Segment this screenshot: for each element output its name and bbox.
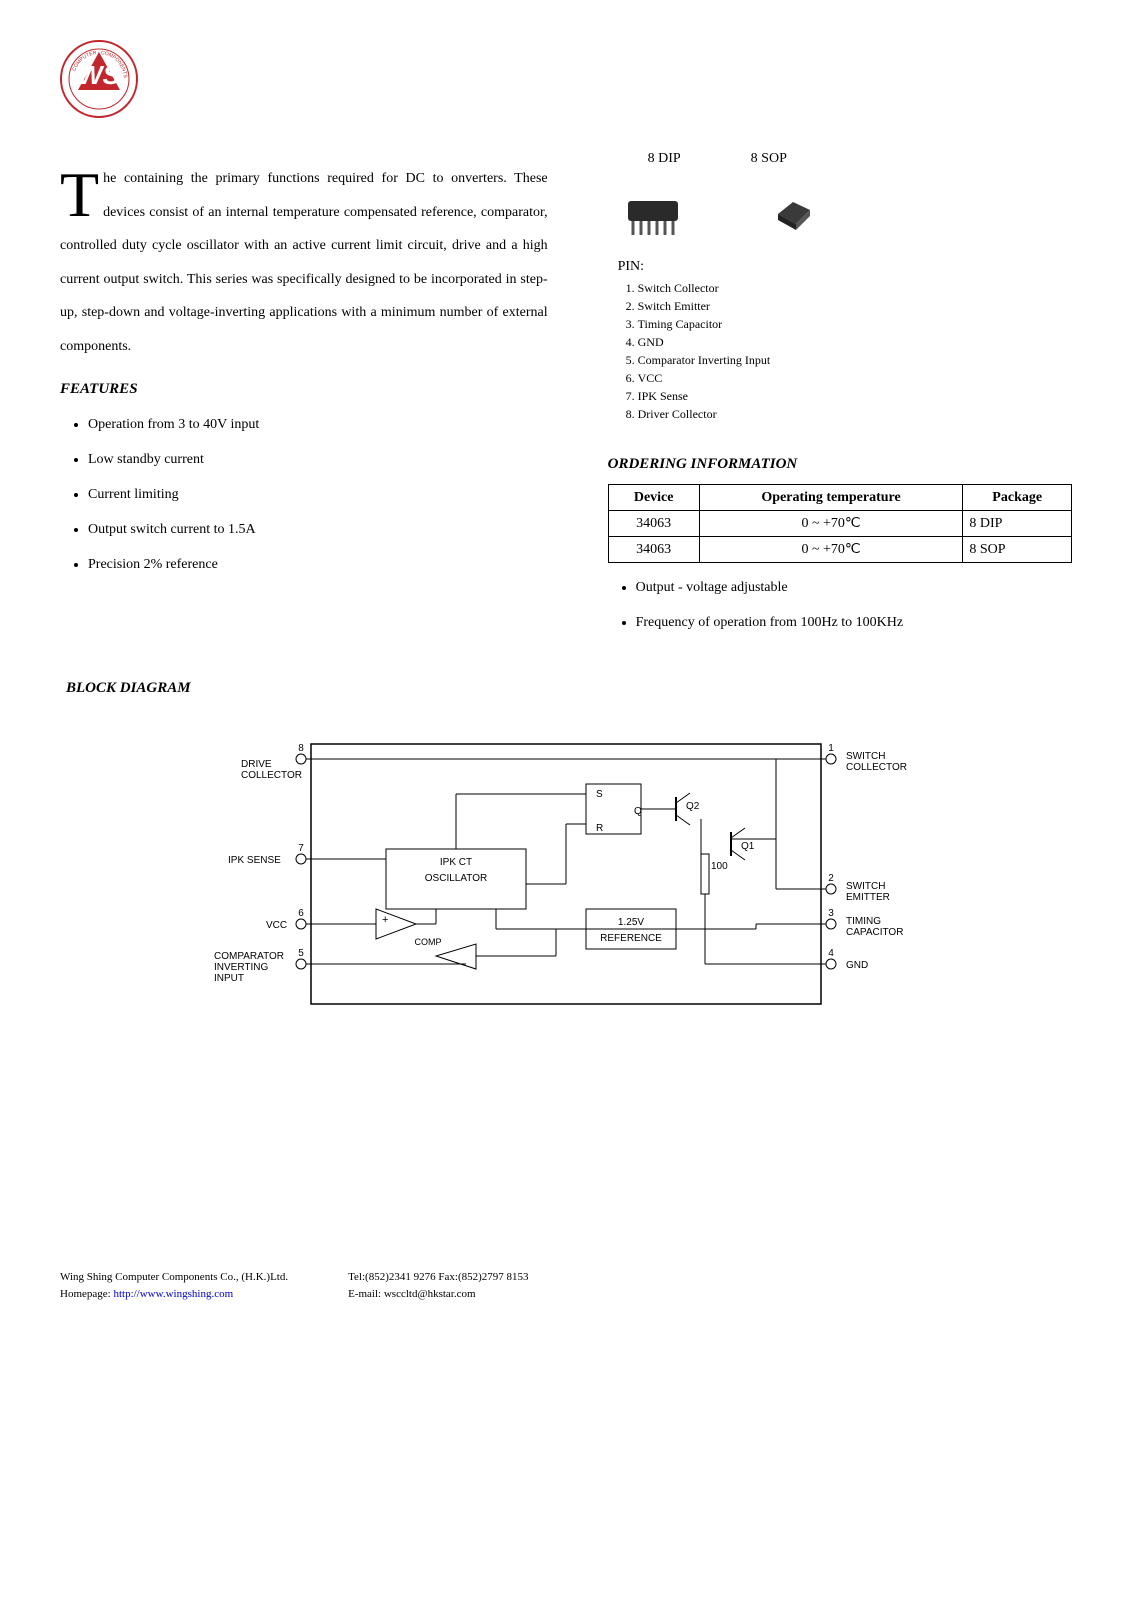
svg-text:DRIVE: DRIVE: [241, 759, 272, 770]
pin-item: Timing Capacitor: [638, 315, 1072, 333]
svg-text:GND: GND: [846, 960, 868, 971]
features-heading: FEATURES: [60, 378, 548, 401]
intro-paragraph: T he containing the primary functions re…: [60, 162, 548, 364]
svg-text:OSCILLATOR: OSCILLATOR: [425, 873, 487, 884]
svg-text:5: 5: [298, 948, 304, 959]
col-device: Device: [608, 484, 699, 510]
feature-item: Precision 2% reference: [88, 554, 548, 575]
feature-item: Current limiting: [88, 484, 548, 505]
svg-text:1.25V: 1.25V: [618, 917, 644, 928]
svg-text:INVERTING: INVERTING: [214, 962, 268, 973]
svg-text:+: +: [382, 914, 388, 926]
block-diagram: 8DRIVECOLLECTOR7IPK SENSE6VCC5COMPARATOR…: [60, 729, 1072, 1029]
svg-text:EMITTER: EMITTER: [846, 892, 890, 903]
svg-text:CAPACITOR: CAPACITOR: [846, 927, 903, 938]
sop-package-icon: [768, 194, 818, 241]
svg-text:4: 4: [828, 948, 834, 959]
svg-text:WS: WS: [78, 60, 121, 90]
feature-item: Output - voltage adjustable: [636, 577, 1072, 598]
pin-item: Switch Emitter: [638, 297, 1072, 315]
col-package: Package: [963, 484, 1072, 510]
feature-item: Low standby current: [88, 449, 548, 470]
table-row: 34063 0 ~ +70℃ 8 DIP: [608, 510, 1071, 536]
feature-item: Output switch current to 1.5A: [88, 519, 548, 540]
pin-item: Driver Collector: [638, 405, 1072, 423]
svg-text:Q: Q: [634, 806, 642, 817]
svg-text:VCC: VCC: [266, 920, 287, 931]
svg-text:TIMING: TIMING: [846, 916, 881, 927]
svg-text:IPK SENSE: IPK SENSE: [228, 855, 281, 866]
footer-email: E-mail: wsccltd@hkstar.com: [348, 1286, 528, 1303]
company-logo: COMPUTER · COMPONENTS WS: [60, 40, 1072, 118]
svg-text:3: 3: [828, 908, 834, 919]
svg-text:SWITCH: SWITCH: [846, 751, 885, 762]
extra-features-list: Output - voltage adjustable Frequency of…: [608, 577, 1072, 633]
svg-text:2: 2: [828, 873, 834, 884]
footer-homepage-link[interactable]: http://www.wingshing.com: [113, 1288, 233, 1300]
page-footer: Wing Shing Computer Components Co., (H.K…: [60, 1269, 1072, 1302]
pin-item: Switch Collector: [638, 279, 1072, 297]
feature-item: Operation from 3 to 40V input: [88, 414, 548, 435]
pin-item: Comparator Inverting Input: [638, 351, 1072, 369]
ordering-heading: ORDERING INFORMATION: [608, 453, 1072, 476]
dip-package-icon: [618, 189, 688, 246]
svg-text:INPUT: INPUT: [214, 973, 244, 984]
svg-text:COMPARATOR: COMPARATOR: [214, 951, 284, 962]
svg-text:SWITCH: SWITCH: [846, 881, 885, 892]
svg-text:Q2: Q2: [686, 801, 700, 812]
svg-text:1: 1: [828, 743, 834, 754]
footer-homepage-label: Homepage:: [60, 1288, 113, 1300]
pin-item: IPK Sense: [638, 387, 1072, 405]
pin-item: GND: [638, 333, 1072, 351]
svg-text:Q1: Q1: [741, 841, 755, 852]
svg-text:COMP: COMP: [415, 937, 442, 947]
table-row: 34063 0 ~ +70℃ 8 SOP: [608, 536, 1071, 562]
pin-heading: PIN:: [618, 256, 1072, 277]
svg-text:100: 100: [711, 861, 728, 872]
svg-text:S: S: [596, 789, 603, 800]
dropcap: T: [60, 168, 99, 222]
col-temp: Operating temperature: [699, 484, 963, 510]
table-header-row: Device Operating temperature Package: [608, 484, 1071, 510]
svg-text:6: 6: [298, 908, 304, 919]
package-label-dip: 8 DIP: [648, 148, 681, 169]
pin-list: Switch Collector Switch Emitter Timing C…: [618, 279, 1072, 423]
svg-text:COLLECTOR: COLLECTOR: [846, 762, 907, 773]
svg-text:COLLECTOR: COLLECTOR: [241, 770, 302, 781]
svg-text:IPK CT: IPK CT: [440, 857, 472, 868]
ordering-table: Device Operating temperature Package 340…: [608, 484, 1072, 563]
svg-text:7: 7: [298, 843, 304, 854]
pin-item: VCC: [638, 369, 1072, 387]
footer-company: Wing Shing Computer Components Co., (H.K…: [60, 1269, 288, 1286]
svg-text:8: 8: [298, 743, 304, 754]
features-list: Operation from 3 to 40V input Low standb…: [60, 414, 548, 575]
package-label-sop: 8 SOP: [751, 148, 787, 169]
feature-item: Frequency of operation from 100Hz to 100…: [636, 612, 1072, 633]
svg-text:R: R: [596, 823, 603, 834]
intro-text: he containing the primary functions requ…: [60, 171, 548, 354]
svg-text:REFERENCE: REFERENCE: [600, 933, 662, 944]
block-diagram-heading: BLOCK DIAGRAM: [66, 677, 1072, 700]
footer-tel-fax: Tel:(852)2341 9276 Fax:(852)2797 8153: [348, 1269, 528, 1286]
